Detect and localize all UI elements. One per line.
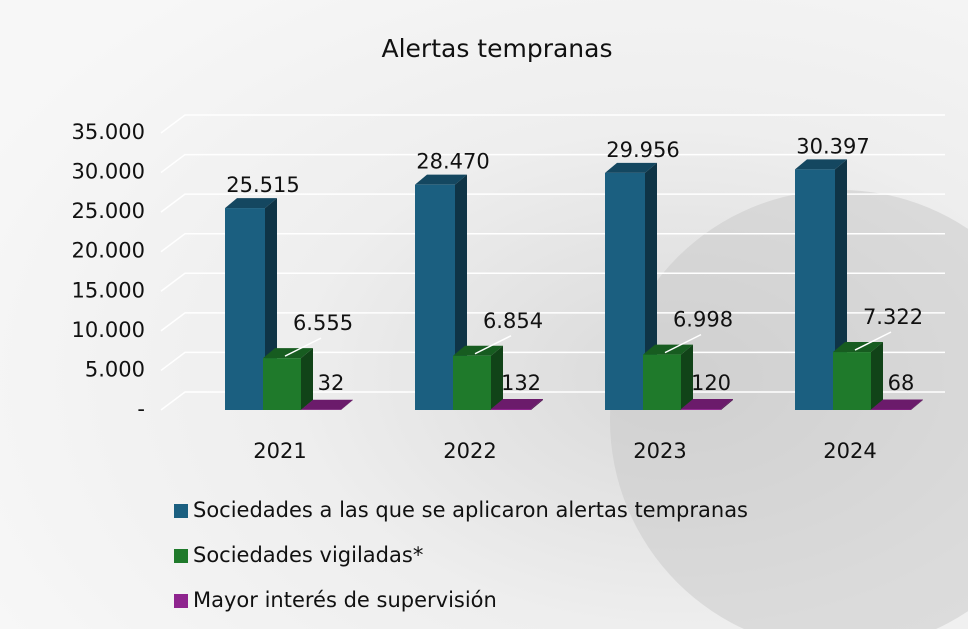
bar-top	[225, 198, 277, 209]
data-label: 29.956	[606, 138, 679, 162]
grid-line	[160, 232, 945, 253]
y-tick-label: 30.000	[72, 160, 145, 184]
bar-top	[263, 348, 313, 359]
data-label: 25.515	[226, 173, 299, 197]
bar	[225, 208, 265, 410]
leader-line	[664, 333, 702, 354]
bar	[415, 184, 455, 410]
data-label: 6.998	[673, 308, 733, 332]
bar	[643, 354, 681, 410]
bar-top	[643, 344, 693, 355]
legend-swatch	[174, 594, 188, 608]
bar	[681, 409, 721, 410]
bar	[871, 409, 911, 410]
data-label: 6.854	[483, 309, 543, 333]
grid-line	[160, 114, 945, 134]
data-label: 6.555	[293, 311, 353, 335]
bar-side	[681, 344, 693, 410]
bar-top	[301, 399, 353, 410]
y-tick-label: 10.000	[72, 318, 145, 342]
data-label: 68	[888, 371, 915, 395]
bar-top	[795, 159, 847, 170]
legend-label: Mayor interés de supervisión	[193, 588, 497, 612]
grid-line	[160, 312, 945, 332]
bar-top	[871, 399, 923, 410]
bar-side	[871, 342, 883, 410]
bar	[605, 172, 645, 410]
bar-top	[453, 345, 503, 356]
y-tick-label: 20.000	[72, 239, 145, 263]
bar	[795, 169, 835, 410]
y-tick-label: 35.000	[72, 120, 145, 144]
bar-top	[415, 174, 467, 185]
legend-label: Sociedades vigiladas*	[193, 543, 423, 567]
x-tick-label: 2023	[633, 439, 686, 463]
bar	[833, 352, 871, 410]
data-label: 28.470	[416, 150, 489, 174]
legend-label: Sociedades a las que se aplicaron alerta…	[193, 498, 748, 522]
data-label: 32	[318, 371, 345, 395]
x-tick-label: 2024	[823, 439, 876, 463]
bar	[491, 408, 531, 410]
bar-top	[491, 398, 543, 409]
legend-swatch	[174, 504, 188, 518]
bar-top	[833, 342, 883, 353]
leader-line	[284, 337, 322, 357]
data-label: 30.397	[796, 134, 869, 158]
legend-swatch	[174, 549, 188, 563]
bar-side	[301, 348, 313, 410]
x-tick-label: 2021	[253, 439, 306, 463]
data-label: 120	[691, 371, 731, 395]
grid-line	[160, 153, 945, 174]
data-label: 7.322	[863, 305, 923, 329]
x-tick-label: 2022	[443, 439, 496, 463]
bar-side	[531, 398, 543, 410]
chart-title: Alertas tempranas	[382, 34, 613, 63]
bar-side	[721, 399, 733, 410]
leader-line	[474, 335, 512, 355]
bar-top	[681, 399, 733, 410]
bar	[453, 355, 491, 410]
y-tick-label: 25.000	[72, 199, 145, 223]
bar	[263, 358, 301, 410]
y-tick-label: 5.000	[85, 357, 145, 381]
bar-side	[911, 399, 923, 410]
bar-side	[341, 399, 353, 410]
background-shape	[610, 190, 968, 629]
grid-line	[160, 193, 945, 213]
y-tick-label: -	[137, 397, 145, 421]
bar-top	[605, 162, 657, 173]
grid-line	[160, 272, 945, 292]
leader-line	[854, 331, 892, 351]
data-label: 132	[501, 371, 541, 395]
bar-side	[491, 345, 503, 410]
y-tick-label: 15.000	[72, 278, 145, 302]
